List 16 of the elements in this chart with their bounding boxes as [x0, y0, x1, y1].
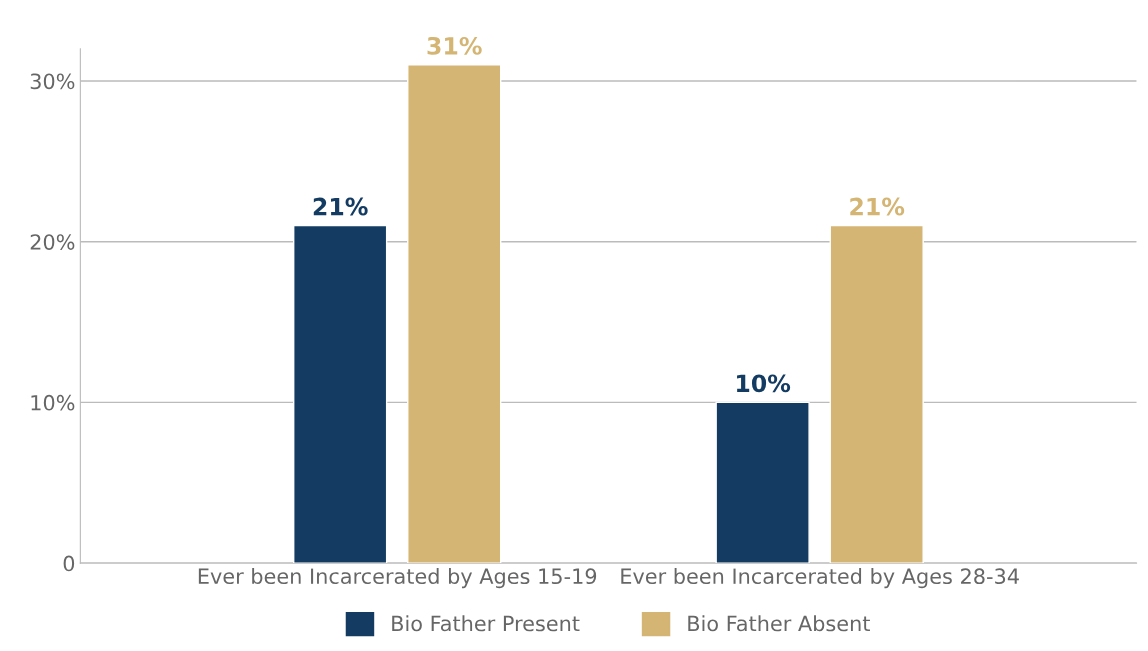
legend-label: Bio Father Present	[392, 615, 580, 632]
data-label: 21%	[313, 197, 368, 216]
y-tick-label: 20%	[30, 234, 75, 250]
bar	[407, 64, 502, 564]
y-tick-label: 10%	[31, 394, 75, 411]
data-label: 31%	[427, 36, 482, 55]
bar	[293, 224, 388, 564]
bar	[829, 224, 924, 564]
y-tick-label: 30%	[30, 73, 75, 90]
x-tick-label: Ever been Incarcerated by Ages 15-19	[198, 567, 597, 589]
x-tick-label: Ever been Incarcerated by Ages 28-34	[621, 567, 1019, 589]
legend-label: Bio Father Absent	[688, 615, 870, 632]
data-label: 10%	[737, 374, 791, 393]
y-tick-label: 0	[63, 555, 75, 572]
data-label: 21%	[850, 197, 905, 216]
bar	[715, 401, 810, 564]
